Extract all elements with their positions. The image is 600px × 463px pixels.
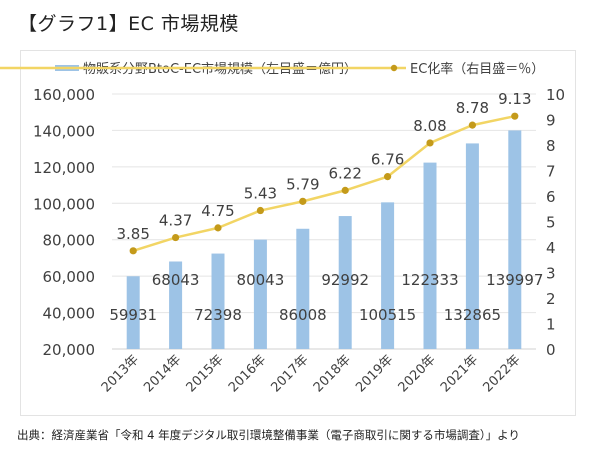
chart-frame (20, 50, 576, 416)
bar-data-label: 100515 (359, 306, 416, 324)
bar (465, 143, 479, 349)
line-marker (511, 112, 519, 120)
bar-data-label: 80043 (237, 271, 285, 289)
bar-data-label: 132865 (444, 306, 501, 324)
line-marker (214, 224, 222, 232)
y-right-tick-label: 5 (546, 214, 556, 232)
line-data-label: 6.76 (371, 151, 404, 169)
bar (381, 202, 395, 349)
y-left-tick-label: 60,000 (43, 268, 96, 286)
legend-line-label: EC化率（右目盛＝％） (410, 61, 544, 77)
line-marker (468, 121, 476, 129)
bar (423, 162, 437, 349)
bar (338, 216, 352, 349)
x-tick-label: 2019年 (353, 352, 396, 395)
y-right-tick-label: 4 (546, 239, 556, 257)
y-right-tick-label: 2 (546, 290, 556, 308)
line-data-label: 9.13 (498, 90, 531, 108)
line-marker (256, 206, 264, 215)
bar-data-label: 86008 (279, 306, 327, 324)
x-tick-label: 2013年 (99, 352, 142, 395)
y-left-tick-label: 100,000 (33, 195, 95, 213)
line-marker (426, 139, 434, 147)
y-left-tick-label: 120,000 (33, 159, 95, 177)
line-data-label: 3.85 (116, 225, 149, 243)
x-tick-label: 2017年 (268, 352, 311, 395)
line-marker (341, 186, 349, 194)
y-right-tick-label: 0 (546, 341, 556, 359)
y-right-tick-label: 6 (546, 188, 556, 206)
bar-data-label: 122333 (401, 271, 458, 289)
y-right-tick-label: 9 (546, 112, 556, 130)
x-tick-label: 2014年 (141, 352, 184, 395)
line-data-label: 4.37 (159, 212, 192, 230)
x-tick-label: 2016年 (226, 352, 269, 395)
chart-title: 【グラフ1】EC 市場規模 (18, 13, 239, 35)
x-tick-label: 2020年 (396, 352, 439, 395)
bar (126, 276, 140, 349)
legend-line-marker (390, 64, 398, 72)
line-data-label: 8.08 (413, 117, 446, 135)
x-tick-label: 2022年 (480, 352, 523, 395)
y-right-tick-label: 8 (546, 137, 556, 155)
line-series (132, 114, 516, 253)
bar (508, 130, 522, 349)
y-right-tick-label: 3 (546, 265, 556, 283)
y-right-tick-label: 10 (546, 86, 565, 104)
bar-data-label: 68043 (152, 271, 200, 289)
bar (211, 253, 225, 349)
line-marker (299, 197, 307, 205)
line-data-label: 8.78 (456, 99, 489, 117)
y-left-tick-label: 20,000 (43, 341, 96, 359)
x-tick-label: 2015年 (184, 352, 227, 395)
line-data-label: 5.43 (244, 185, 277, 203)
bar-data-label: 139997 (486, 271, 543, 289)
y-right-tick-label: 7 (546, 163, 556, 181)
line-data-label: 6.22 (328, 164, 361, 182)
legend: 物販系分野BtoC-EC市場規模（左目盛＝億円） EC化率（右目盛＝％） (0, 61, 544, 77)
y-left-tick-label: 40,000 (43, 305, 96, 323)
line-data-label: 4.75 (201, 202, 234, 220)
y-right-tick-label: 1 (546, 316, 556, 334)
line-marker (384, 173, 392, 181)
line-data-label: 5.79 (286, 175, 319, 193)
bar-data-label: 59931 (109, 306, 157, 324)
bar (169, 261, 183, 349)
bar (253, 239, 267, 349)
source-note: 出典：経済産業省「令和 4 年度デジタル取引環境整備事業（電子商取引に関する市場… (17, 428, 520, 442)
y-left-tick-label: 140,000 (33, 122, 95, 140)
bar (296, 228, 310, 349)
bar-data-label: 72398 (194, 306, 242, 324)
y-left-tick-label: 160,000 (33, 86, 95, 104)
x-tick-label: 2018年 (311, 352, 354, 395)
line-marker (172, 233, 180, 242)
x-tick-label: 2021年 (438, 352, 481, 395)
y-left-tick-label: 80,000 (43, 232, 96, 250)
bar-data-label: 92992 (321, 271, 369, 289)
line-marker (129, 247, 137, 255)
